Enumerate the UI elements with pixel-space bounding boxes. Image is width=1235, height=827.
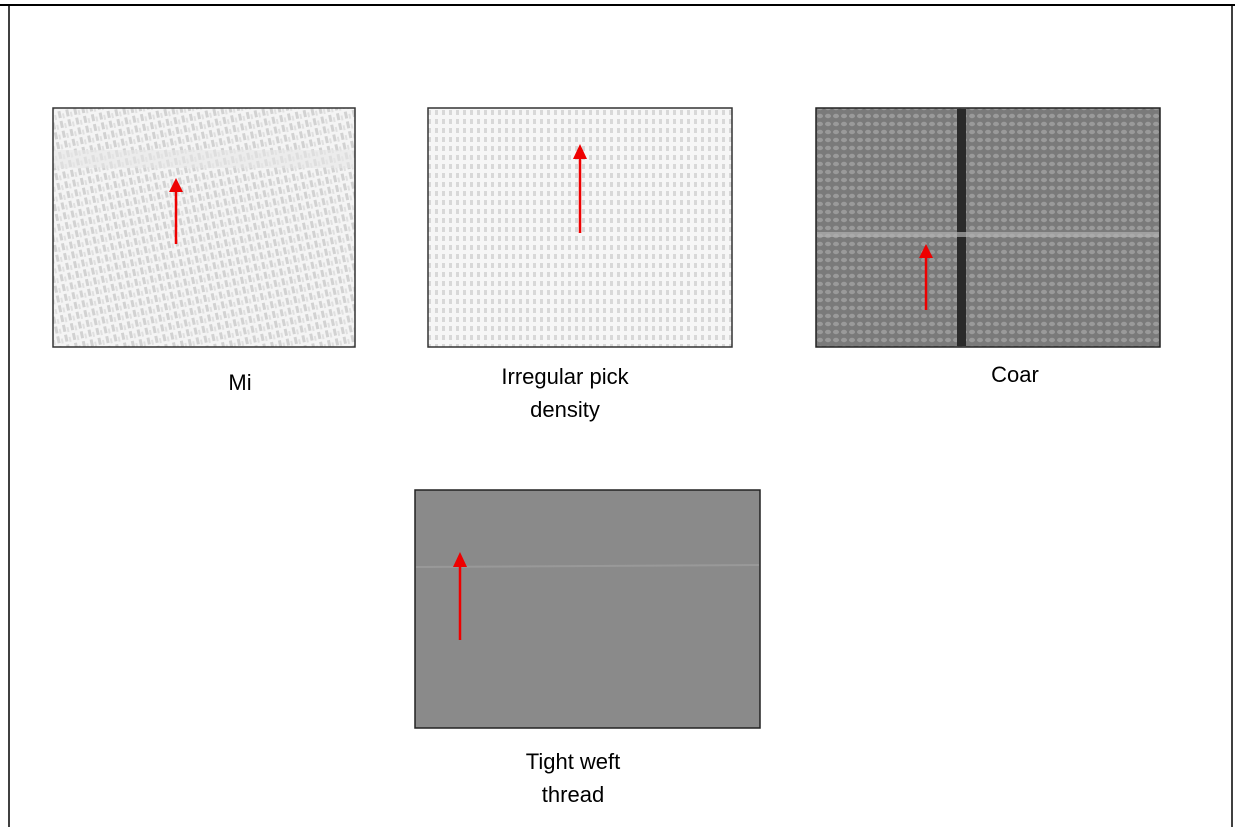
panel-image: [414, 489, 761, 729]
panel-image: [815, 107, 1161, 348]
caption: Irregular pick density: [501, 364, 629, 422]
panel-image: [52, 107, 356, 348]
caption: Coar: [991, 362, 1039, 387]
caption: Tight weft thread: [525, 749, 621, 807]
panel-image: [427, 107, 733, 348]
caption: Mi: [228, 370, 252, 395]
